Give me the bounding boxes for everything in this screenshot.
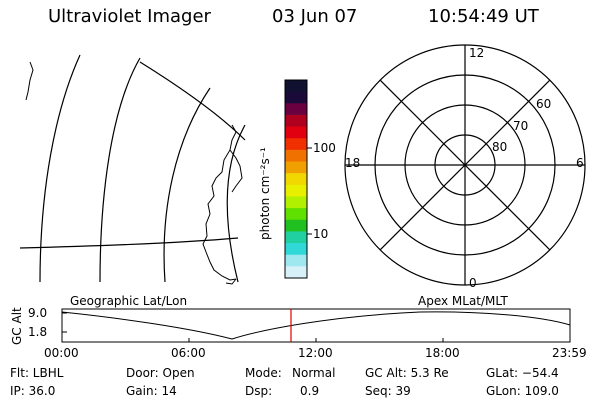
date-label: 03 Jun 07 bbox=[272, 6, 358, 27]
colorbar-segment bbox=[285, 254, 307, 267]
status-gain: Gain: 14 bbox=[126, 384, 177, 398]
colorbar-segment bbox=[285, 149, 307, 163]
coastline-tip bbox=[225, 278, 237, 285]
mlt-label-12: 12 bbox=[469, 46, 485, 60]
coastline-north bbox=[25, 61, 34, 101]
geo-parallel-1 bbox=[139, 61, 246, 141]
colorbar-segment bbox=[285, 173, 307, 186]
colorbar-segment bbox=[285, 266, 307, 279]
status-mode-value: Normal bbox=[292, 366, 336, 380]
altitude-xtick-2359: 23:59 bbox=[552, 346, 587, 360]
status-glat: GLat: −54.4 bbox=[486, 366, 559, 380]
colorbar bbox=[285, 80, 307, 279]
colorbar-tick-label-10: 10 bbox=[313, 227, 329, 241]
altitude-ytick-1-8: 1.8 bbox=[28, 325, 48, 339]
status-ip: IP: 36.0 bbox=[10, 384, 56, 398]
altitude-xtick-1200: 12:00 bbox=[298, 346, 333, 360]
geo-grid bbox=[19, 54, 246, 283]
altitude-ytick-9: 9.0 bbox=[28, 306, 48, 320]
colorbar-segment bbox=[285, 196, 307, 209]
altitude-xtick-1800: 18:00 bbox=[425, 346, 460, 360]
mlat-label-70: 70 bbox=[513, 119, 529, 133]
colorbar-segment bbox=[285, 161, 307, 174]
mlt-label-6: 6 bbox=[576, 156, 584, 170]
coastline-east bbox=[229, 149, 243, 193]
status-flt: Flt: LBHL bbox=[10, 366, 64, 380]
status-dsp-label: Dsp: bbox=[245, 384, 273, 398]
geo-panel-label: Geographic Lat/Lon bbox=[70, 294, 188, 308]
polar-plot bbox=[344, 44, 586, 286]
geo-meridian-1 bbox=[39, 54, 81, 283]
status-glon: GLon: 109.0 bbox=[486, 384, 559, 398]
altitude-xtick-0000: 00:00 bbox=[44, 346, 79, 360]
mlt-label-0: 0 bbox=[469, 276, 477, 290]
colorbar-segment bbox=[285, 80, 307, 93]
colorbar-axis-label: photon cm⁻²s⁻¹ bbox=[258, 147, 272, 240]
coastline-west bbox=[202, 124, 237, 281]
altitude-curve bbox=[61, 311, 571, 340]
geo-meridian-4 bbox=[226, 124, 246, 283]
colorbar-frame bbox=[284, 79, 308, 279]
status-door: Door: Open bbox=[126, 366, 195, 380]
altitude-xticks bbox=[61, 312, 571, 342]
geo-meridian-2 bbox=[99, 57, 141, 283]
mlt-label-18: 18 bbox=[345, 156, 361, 170]
geo-meridian-3 bbox=[163, 87, 211, 283]
colorbar-segment bbox=[285, 184, 307, 198]
colorbar-segment bbox=[285, 91, 307, 104]
status-gc-alt: GC Alt: 5.3 Re bbox=[365, 366, 449, 380]
colorbar-segment bbox=[285, 103, 307, 116]
mlat-label-60: 60 bbox=[536, 97, 552, 111]
colorbar-segment bbox=[285, 138, 307, 151]
colorbar-segment bbox=[285, 231, 307, 244]
polar-panel-label: Apex MLat/MLT bbox=[418, 294, 508, 308]
polar-diagonal-2 bbox=[379, 79, 551, 251]
colorbar-segment bbox=[285, 114, 307, 128]
coastline bbox=[25, 61, 243, 285]
app-title: Ultraviolet Imager bbox=[48, 6, 211, 27]
altitude-ylabel: GC Alt bbox=[10, 307, 24, 345]
colorbar-segment bbox=[285, 219, 307, 233]
colorbar-segment bbox=[285, 208, 307, 221]
status-mode-label: Mode: bbox=[245, 366, 282, 380]
colorbar-segment bbox=[285, 243, 307, 256]
status-dsp-value: 0.9 bbox=[300, 384, 320, 398]
geo-parallel-2 bbox=[19, 237, 239, 249]
altitude-xtick-0600: 06:00 bbox=[171, 346, 206, 360]
status-seq: Seq: 39 bbox=[365, 384, 411, 398]
colorbar-tick-label-100: 100 bbox=[313, 141, 336, 155]
mlat-label-80: 80 bbox=[492, 140, 508, 154]
colorbar-segment bbox=[285, 126, 307, 139]
time-label: 10:54:49 UT bbox=[428, 6, 539, 27]
